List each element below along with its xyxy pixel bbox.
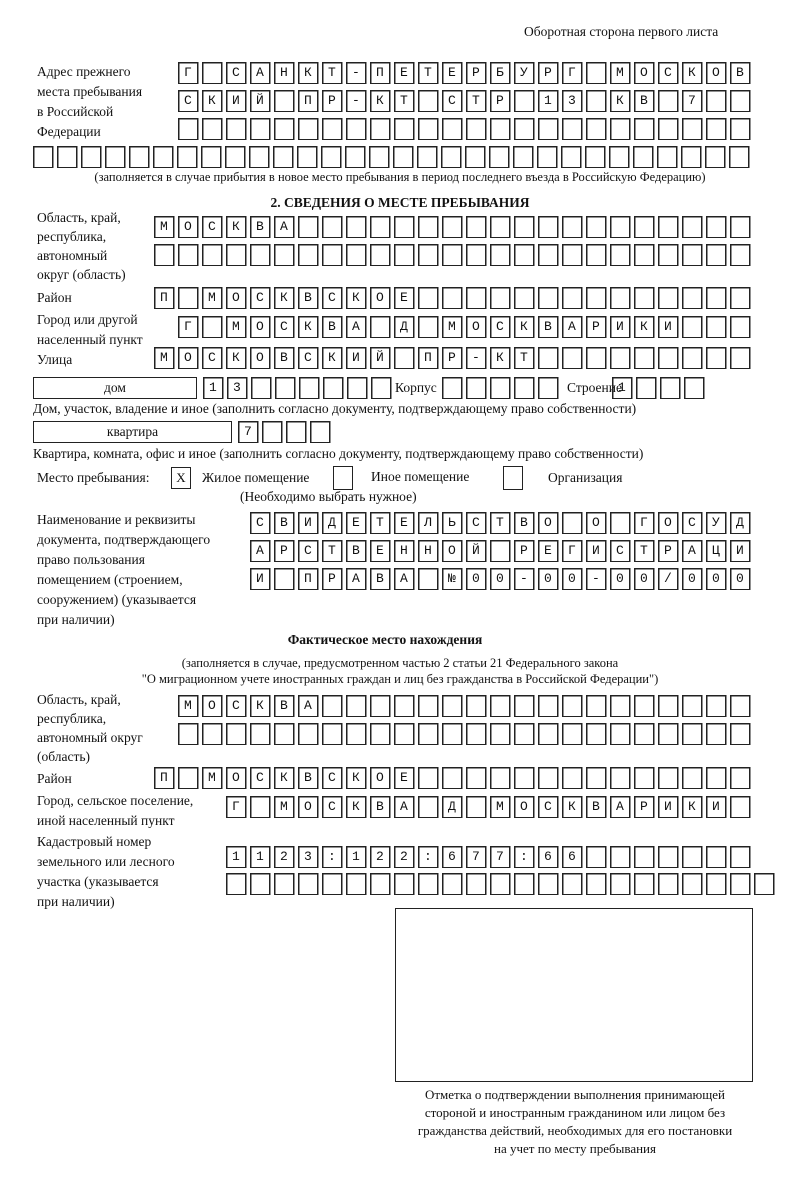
cadastre-label: Кадастровый номер земельного или лесного… [37, 832, 175, 912]
korpus-label: Корпус [395, 380, 437, 395]
label-line: при наличии) [37, 612, 115, 627]
region-row-2[interactable] [154, 244, 751, 266]
flat-type-field[interactable]: квартира [33, 421, 232, 443]
label-line: Кадастровый номер [37, 834, 152, 849]
building-row[interactable]: 1 [612, 377, 705, 399]
stay-option-label: Иное помещение [371, 469, 470, 484]
label-line: при наличии) [37, 894, 115, 909]
house-number-row[interactable]: 13 [203, 377, 392, 399]
label-line: Город, сельское поселение, [37, 793, 194, 808]
cadastre-row-2[interactable] [226, 873, 775, 895]
actual-note-line: (заполняется в случае, предусмотренном ч… [181, 656, 619, 670]
street-label: Улица [37, 352, 73, 367]
document-row-1[interactable]: СВИДЕТЕЛЬСТВО О ГОСУД [250, 512, 751, 534]
house-type-field[interactable]: дом [33, 377, 197, 399]
prev-address-row-3[interactable] [178, 118, 751, 140]
building-label: Строение [567, 380, 622, 395]
actual-location-title: Фактическое место нахождения [287, 632, 483, 647]
caption-line: Отметка о подтверждении выполнения прини… [424, 1087, 726, 1102]
prev-address-row-2[interactable]: СКИЙ ПР-КТ СТР 13 КВ 7 [178, 90, 751, 112]
label-line: автономный [37, 248, 108, 263]
prev-address-row-1[interactable]: Г САНКТ-ПЕТЕРБУРГ МОСКОВ [178, 62, 751, 84]
flat-note: Квартира, комната, офис и иное (заполнит… [33, 446, 644, 461]
actual-note-line: "О миграционном учете иностранных гражда… [141, 672, 659, 686]
label-line: Область, край, [37, 210, 121, 225]
actual-city-row[interactable]: Г МОСКВА Д МОСКВАРИКИ [226, 796, 751, 818]
stay-option-checkbox-residential[interactable]: X [171, 467, 191, 489]
prev-address-note: (заполняется в случае прибытия в новое м… [94, 170, 706, 184]
stay-option-checkbox-other[interactable] [333, 466, 353, 490]
label-line: места пребывания [37, 84, 143, 99]
stay-option-label: Жилое помещение [202, 470, 310, 485]
label-line: республика, [37, 229, 107, 244]
actual-district-row[interactable]: П МОСКВСКОЕ [154, 767, 751, 789]
document-label: Наименование и реквизиты документа, подт… [37, 510, 210, 630]
prev-address-row-4[interactable] [33, 146, 750, 168]
label-line: автономный округ [37, 730, 143, 745]
label-line: округ (область) [37, 267, 126, 282]
region-label: Область, край, республика, автономный ок… [37, 208, 126, 284]
label-line: Город или другой [37, 312, 138, 327]
stay-label: Место пребывания: [37, 470, 150, 485]
street-row[interactable]: МОСКОВСКИЙ ПР-КТ [154, 347, 751, 369]
label-line: земельного или лесного [37, 854, 175, 869]
document-row-2[interactable]: АРСТВЕННОЙ РЕГИСТРАЦИ [250, 540, 751, 562]
city-label: Город или другой населенный пункт [37, 310, 143, 350]
actual-region-label: Область, край, республика, автономный ок… [37, 690, 143, 766]
section-2-title: 2. СВЕДЕНИЯ О МЕСТЕ ПРЕБЫВАНИЯ [270, 195, 530, 210]
label-line: в Российской [37, 104, 114, 119]
label-line: помещением (строением, [37, 572, 183, 587]
label-line: Федерации [37, 124, 101, 139]
document-row-3[interactable]: И ПРАВА №00-00-00/000 [250, 568, 751, 590]
caption-line: на учет по месту пребывания [494, 1141, 656, 1156]
stamp-caption: Отметка о подтверждении выполнения прини… [380, 1086, 770, 1158]
actual-region-row-1[interactable]: МОСКВА [178, 695, 751, 717]
korpus-row[interactable] [442, 377, 559, 399]
cadastre-row-1[interactable]: 1123:122:677:66 [226, 846, 751, 868]
label-line: (область) [37, 749, 91, 764]
caption-line: гражданства действий, необходимых для ег… [417, 1123, 733, 1138]
label-line: Наименование и реквизиты [37, 512, 196, 527]
label-line: иной населенный пункт [37, 813, 175, 828]
region-row-1[interactable]: МОСКВА [154, 216, 751, 238]
district-row[interactable]: П МОСКВСКОЕ [154, 287, 751, 309]
label-line: Область, край, [37, 692, 121, 707]
prev-address-label: Адрес прежнего места пребывания в Россий… [37, 62, 142, 142]
flat-number-row[interactable]: 7 [238, 421, 331, 443]
actual-district-label: Район [37, 771, 72, 786]
label-line: республика, [37, 711, 107, 726]
label-line: сооружением) (указывается [37, 592, 197, 607]
label-line: Адрес прежнего [37, 64, 131, 79]
stamp-box [395, 908, 753, 1082]
actual-region-row-2[interactable] [178, 723, 751, 745]
house-note: Дом, участок, владение и иное (заполнить… [33, 401, 637, 416]
caption-line: стороной и иностранным гражданином или л… [424, 1105, 726, 1120]
stay-option-checkbox-organization[interactable] [503, 466, 523, 490]
label-line: участка (указывается [37, 874, 159, 889]
city-row[interactable]: Г МОСКВА Д МОСКВАРИКИ [178, 316, 751, 338]
label-line: право пользования [37, 552, 145, 567]
district-label: Район [37, 290, 72, 305]
page-header: Оборотная сторона первого листа [524, 24, 719, 39]
stay-note: (Необходимо выбрать нужное) [240, 489, 417, 504]
actual-city-label: Город, сельское поселение, иной населенн… [37, 791, 193, 831]
stay-option-label: Организация [548, 470, 623, 485]
label-line: населенный пункт [37, 332, 143, 347]
label-line: документа, подтверждающего [37, 532, 211, 547]
